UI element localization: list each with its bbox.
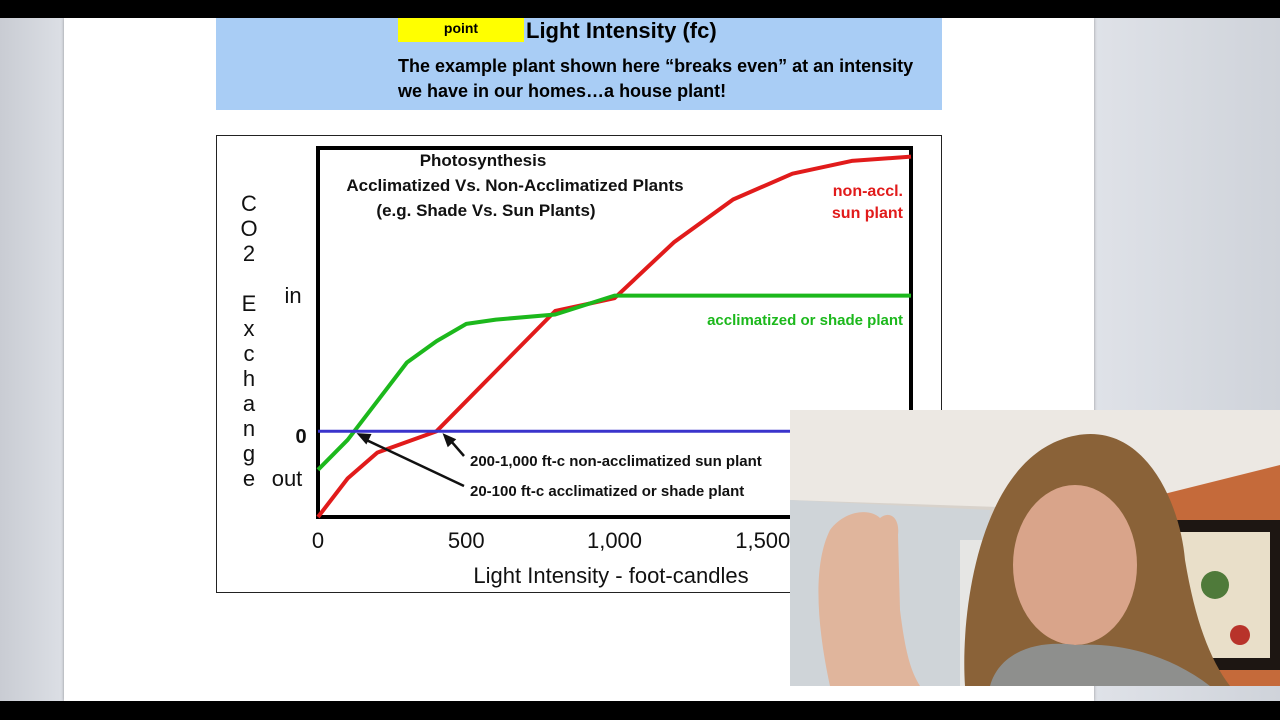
presenter-video — [790, 410, 1280, 686]
y-axis-letter-5: x — [244, 316, 255, 341]
y-axis-letter-6: c — [244, 341, 255, 366]
y-axis-letter-8: a — [243, 391, 256, 416]
y-label-zero: 0 — [295, 426, 306, 448]
print-fruit — [1230, 625, 1250, 645]
presenter-hand — [818, 512, 920, 686]
letterbox-top — [0, 0, 1280, 18]
chart-title-line-2: (e.g. Shade Vs. Sun Plants) — [376, 201, 595, 220]
y-axis-letter-7: h — [243, 366, 255, 391]
x-tick-label-3: 1,500 — [735, 528, 790, 553]
annotation-arrowhead-1 — [356, 433, 372, 445]
window-background-left — [0, 18, 64, 701]
y-axis-letter-1: O — [240, 216, 257, 241]
letterbox-bottom — [0, 701, 1280, 720]
presenter-face — [1013, 485, 1137, 645]
slide-header-description: The example plant shown here “breaks eve… — [398, 56, 914, 101]
y-axis-letter-2: 2 — [243, 241, 255, 266]
annotation-arrowhead-0 — [442, 433, 457, 448]
annotation-arrow-line-1 — [362, 437, 465, 488]
print-leaf — [1201, 571, 1229, 599]
shade-plant-label: acclimatized or shade plant — [707, 312, 903, 329]
series-line-1 — [316, 293, 911, 472]
y-axis-letter-10: g — [243, 441, 255, 466]
sun-plant-label-1: sun plant — [832, 205, 904, 222]
x-tick-label-0: 0 — [312, 528, 324, 553]
y-axis-letter-0: C — [241, 191, 257, 216]
point-highlight-label: point — [398, 18, 524, 42]
x-tick-label-2: 1,000 — [587, 528, 642, 553]
y-label-in: in — [284, 283, 301, 308]
chart-title-line-0: Photosynthesis — [420, 151, 547, 170]
slide-header-title: Light Intensity (fc) — [526, 18, 717, 43]
slide-header-box — [216, 18, 942, 110]
y-label-out: out — [272, 466, 303, 491]
x-axis-label: Light Intensity - foot-candles — [473, 563, 748, 588]
annotation-text-1: 20-100 ft-c acclimatized or shade plant — [470, 483, 744, 500]
sun-plant-label-0: non-accl. — [833, 183, 903, 200]
x-tick-label-1: 500 — [448, 528, 485, 553]
y-axis-letter-4: E — [242, 291, 257, 316]
annotation-text-0: 200-1,000 ft-c non-acclimatized sun plan… — [470, 453, 762, 470]
y-axis-letter-11: e — [243, 466, 255, 491]
webcam-overlay — [790, 410, 1280, 686]
chart-title-line-1: Acclimatized Vs. Non-Acclimatized Plants — [346, 176, 683, 195]
plot-frame — [316, 146, 913, 519]
y-axis-letter-9: n — [243, 416, 255, 441]
presenter-sweater — [990, 643, 1210, 686]
